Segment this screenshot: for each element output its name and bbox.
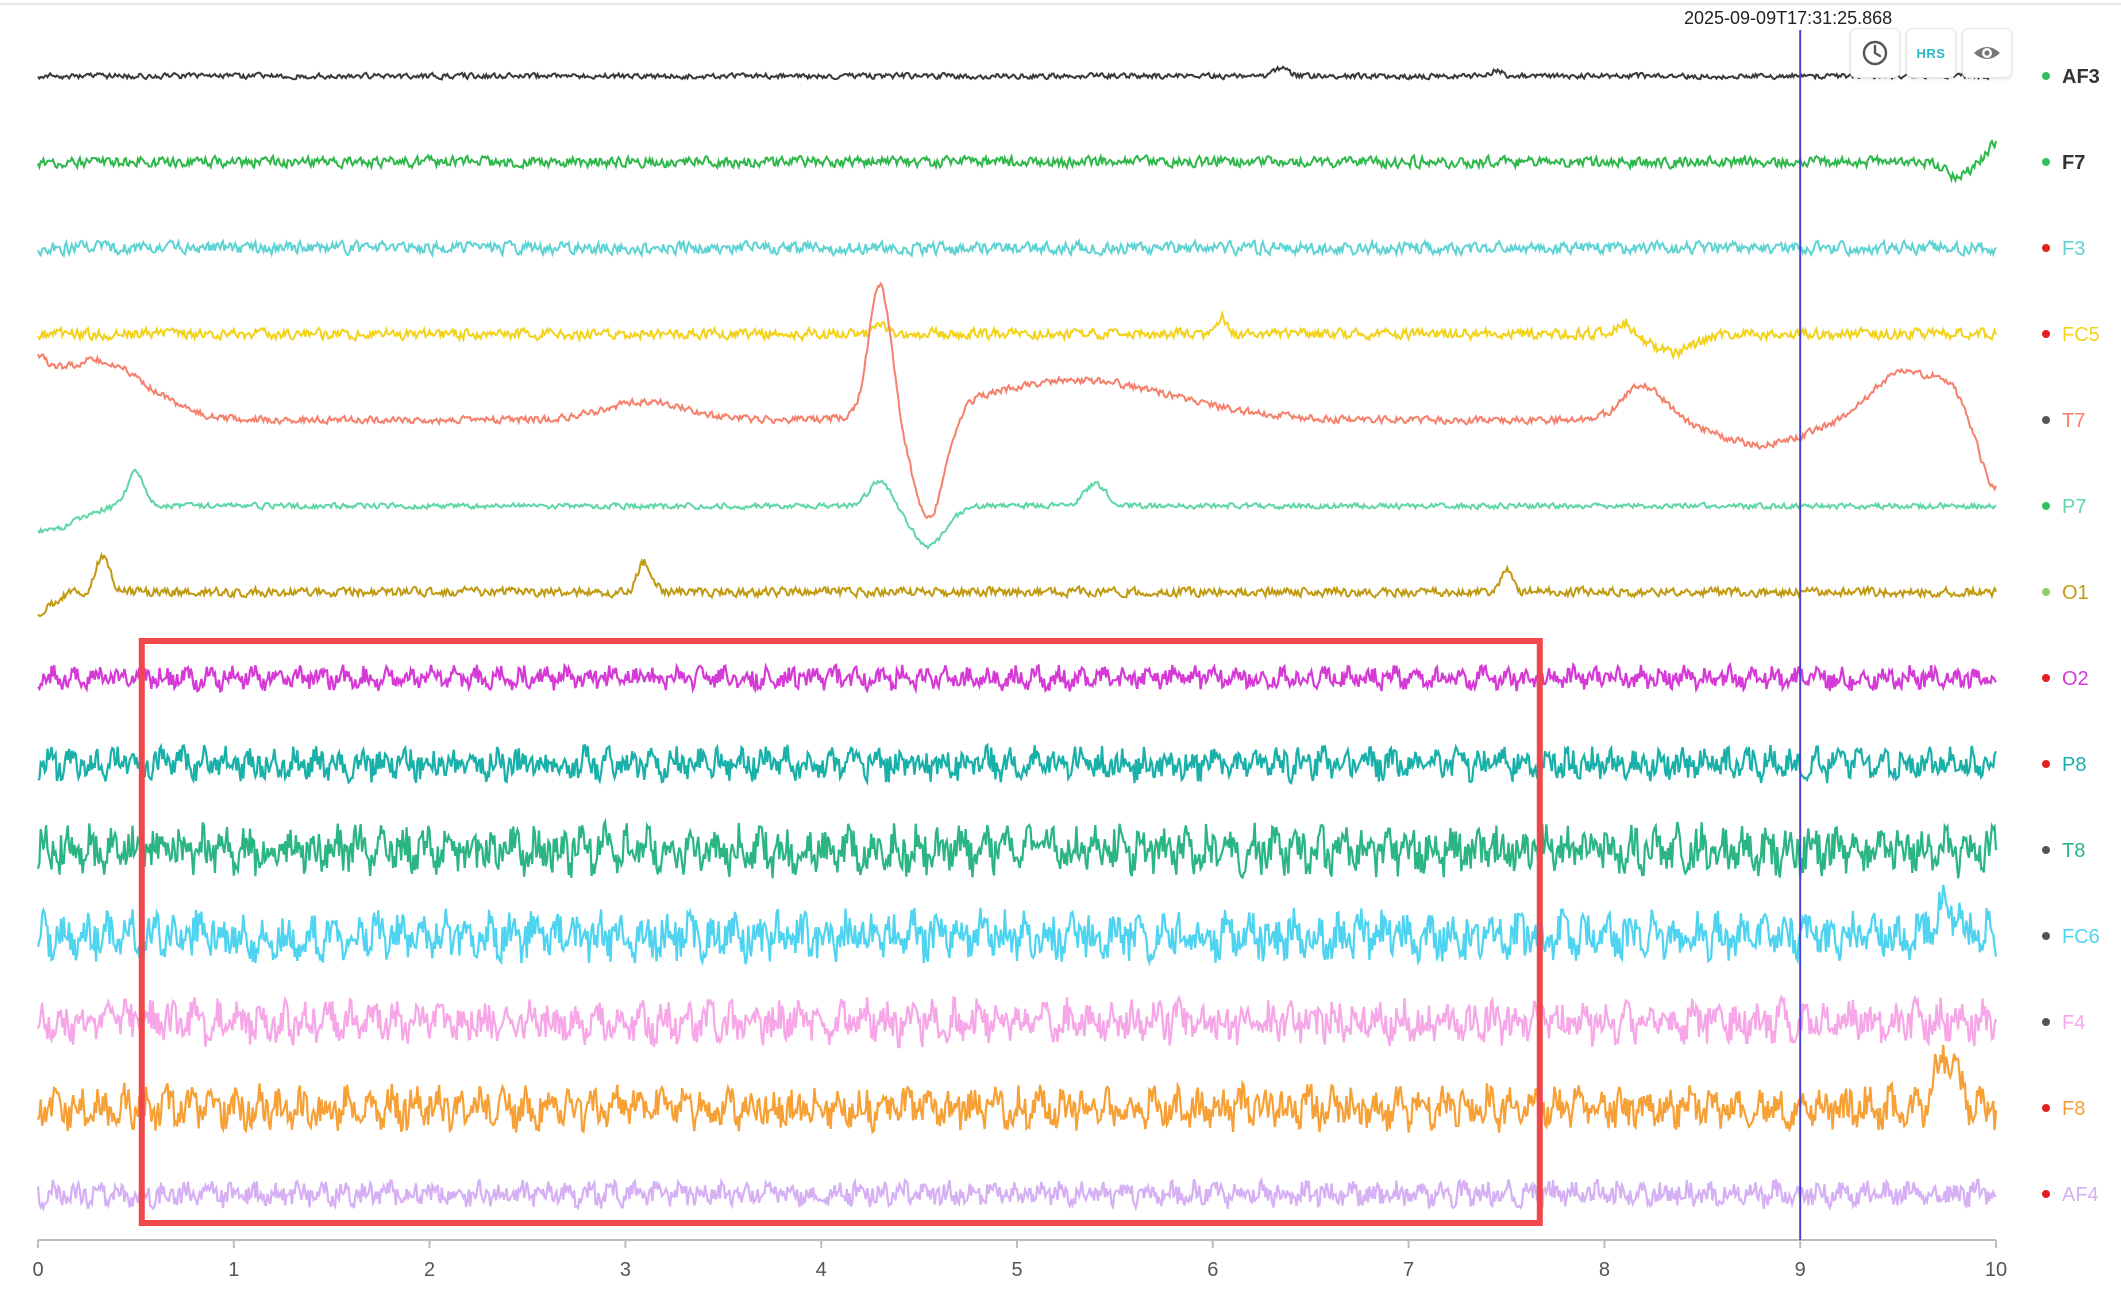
visibility-button[interactable] bbox=[1962, 28, 2012, 78]
channel-label-p8[interactable]: P8 bbox=[2062, 754, 2086, 776]
trace-fc5 bbox=[37, 309, 1997, 361]
channel-label-f7[interactable]: F7 bbox=[2062, 152, 2085, 174]
x-tick-label: 10 bbox=[1985, 1259, 2007, 1281]
trace-f7 bbox=[37, 138, 1997, 184]
channel-status-dot bbox=[2042, 502, 2050, 510]
x-axis: 0 1 2 3 4 5 6 7 8 9 10 bbox=[32, 1239, 2007, 1281]
eye-icon bbox=[1974, 47, 2000, 59]
chart-toolbar: HRS bbox=[1850, 28, 2012, 78]
trace-af3 bbox=[37, 65, 1997, 81]
trace-p7 bbox=[37, 468, 1997, 551]
cursor-timestamp: 2025-09-09T17:31:25.868 bbox=[1684, 8, 1893, 28]
x-tick-label: 8 bbox=[1599, 1259, 1610, 1281]
trace-o2 bbox=[37, 661, 1997, 695]
x-tick-label: 2 bbox=[424, 1259, 435, 1281]
channel-status-dot bbox=[2042, 330, 2050, 338]
channel-label-fc6[interactable]: FC6 bbox=[2062, 926, 2100, 948]
channel-label-fc5[interactable]: FC5 bbox=[2062, 324, 2100, 346]
channel-label-o1[interactable]: O1 bbox=[2062, 582, 2089, 604]
channel-traces bbox=[36, 65, 1998, 1213]
channel-status-dot bbox=[2042, 1104, 2050, 1112]
channel-label-af3[interactable]: AF3 bbox=[2062, 66, 2100, 88]
channel-label-af4[interactable]: AF4 bbox=[2062, 1184, 2099, 1206]
channel-label-o2[interactable]: O2 bbox=[2062, 668, 2089, 690]
channel-legend: AF3 F7 F3 FC5 T7 P7 O1 O2 P8 T8 FC6 F4 F8 AF4 bbox=[2042, 66, 2100, 1206]
x-tick-label: 6 bbox=[1207, 1259, 1218, 1281]
trace-o1 bbox=[37, 551, 1997, 617]
channel-status-dot bbox=[2042, 932, 2050, 940]
channel-status-dot bbox=[2042, 674, 2050, 682]
channel-status-dot bbox=[2042, 1190, 2050, 1198]
x-tick-label: 3 bbox=[620, 1259, 631, 1281]
x-tick-label: 4 bbox=[816, 1259, 827, 1281]
channel-label-t7[interactable]: T7 bbox=[2062, 410, 2085, 432]
history-button[interactable] bbox=[1850, 28, 1900, 78]
channel-status-dot bbox=[2042, 760, 2050, 768]
trace-af4 bbox=[36, 1176, 1997, 1213]
trace-f4 bbox=[36, 994, 1998, 1049]
trace-p8 bbox=[37, 742, 1997, 786]
channel-status-dot bbox=[2042, 72, 2050, 80]
x-tick-label: 1 bbox=[228, 1259, 239, 1281]
channel-status-dot bbox=[2042, 846, 2050, 854]
channel-label-t8[interactable]: T8 bbox=[2062, 840, 2085, 862]
channel-status-dot bbox=[2042, 588, 2050, 596]
channel-label-f4[interactable]: F4 bbox=[2062, 1012, 2085, 1034]
x-tick-label: 0 bbox=[32, 1259, 43, 1281]
trace-t8 bbox=[36, 817, 1998, 880]
hrs-icon: HRS bbox=[1916, 45, 1946, 61]
channel-status-dot bbox=[2042, 158, 2050, 166]
channel-status-dot bbox=[2042, 416, 2050, 424]
trace-t7 bbox=[37, 281, 1997, 520]
trace-f8 bbox=[36, 1044, 1998, 1135]
trace-fc6 bbox=[36, 884, 1998, 967]
x-tick-label: 7 bbox=[1403, 1259, 1414, 1281]
hrs-button[interactable]: HRS bbox=[1906, 28, 1956, 78]
channel-status-dot bbox=[2042, 244, 2050, 252]
channel-label-f8[interactable]: F8 bbox=[2062, 1098, 2085, 1120]
channel-label-f3[interactable]: F3 bbox=[2062, 238, 2085, 260]
channel-label-p7[interactable]: P7 bbox=[2062, 496, 2086, 518]
channel-status-dot bbox=[2042, 1018, 2050, 1026]
x-tick-label: 9 bbox=[1795, 1259, 1806, 1281]
x-tick-label: 5 bbox=[1011, 1259, 1022, 1281]
clock-icon bbox=[1862, 40, 1888, 66]
trace-f3 bbox=[37, 237, 1997, 259]
selection-rectangle[interactable] bbox=[138, 638, 1543, 1226]
